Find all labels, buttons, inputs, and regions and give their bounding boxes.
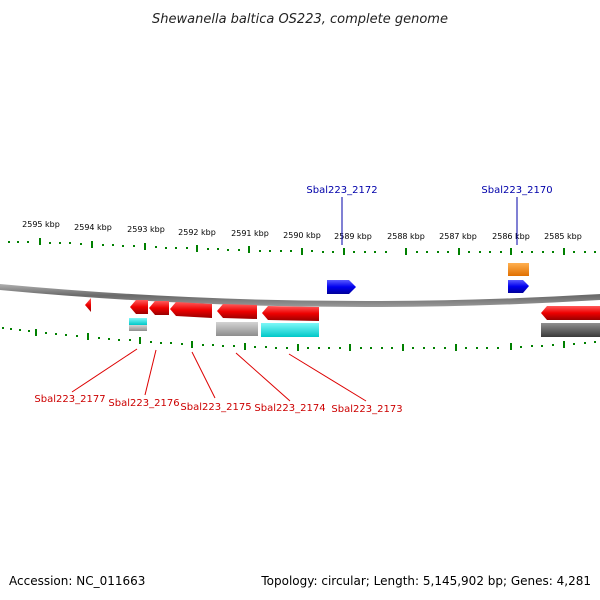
- leader-line: [235, 352, 291, 402]
- gene-label-sbal223-2170[interactable]: Sbal223_2170: [481, 185, 552, 196]
- feature-grey-block[interactable]: [216, 322, 258, 336]
- feature-orange[interactable]: [508, 263, 529, 276]
- kbp-label: 2593 kbp: [127, 225, 165, 234]
- kbp-label: 2595 kbp: [22, 220, 60, 229]
- kbp-label: 2594 kbp: [74, 223, 112, 232]
- leader-line: [191, 351, 216, 399]
- leader-line: [288, 353, 367, 402]
- gene-sbal223-2176[interactable]: [149, 301, 169, 315]
- gene-small-reverse[interactable]: [85, 298, 91, 312]
- kbp-label: 2590 kbp: [283, 231, 321, 240]
- accession-text: Accession: NC_011663: [9, 574, 146, 588]
- kbp-label: 2585 kbp: [544, 232, 582, 241]
- gene-sbal223-2177[interactable]: [130, 300, 148, 314]
- gene-sbal223-2173[interactable]: [262, 306, 319, 321]
- feature-cyan-block[interactable]: [261, 323, 319, 337]
- gene-sbal223-2172[interactable]: [327, 280, 356, 294]
- feature-grey-small[interactable]: [129, 325, 147, 331]
- gene-label-sbal223-2176[interactable]: Sbal223_2176: [108, 398, 179, 409]
- gene-label-sbal223-2175[interactable]: Sbal223_2175: [180, 402, 251, 413]
- kbp-label: 2588 kbp: [387, 232, 425, 241]
- feature-dark-block[interactable]: [541, 323, 600, 337]
- map-title: Shewanella baltica OS223, complete genom…: [152, 12, 448, 27]
- gene-label-sbal223-2172[interactable]: Sbal223_2172: [306, 185, 377, 196]
- gene-sbal223-2174[interactable]: [217, 304, 257, 319]
- kbp-tick-labels: 2595 kbp 2594 kbp 2593 kbp 2592 kbp 2591…: [22, 220, 582, 241]
- upper-tick-track: [8, 238, 596, 255]
- leader-line: [144, 349, 157, 396]
- feature-cyan-small[interactable]: [129, 318, 147, 325]
- gene-sbal223-2175[interactable]: [170, 302, 212, 318]
- lower-tick-track: [2, 327, 596, 351]
- gene-label-sbal223-2177[interactable]: Sbal223_2177: [34, 394, 105, 405]
- gene-label-sbal223-2173[interactable]: Sbal223_2173: [331, 404, 402, 415]
- kbp-label: 2587 kbp: [439, 232, 477, 241]
- kbp-label: 2591 kbp: [231, 229, 269, 238]
- kbp-label: 2589 kbp: [334, 232, 372, 241]
- gene-sbal223-2170[interactable]: [508, 280, 529, 293]
- kbp-label: 2586 kbp: [492, 232, 530, 241]
- bottom-leader-lines: [71, 348, 367, 402]
- genome-backbone: [0, 284, 600, 308]
- gene-reverse-right[interactable]: [541, 306, 600, 320]
- leader-line: [71, 348, 138, 393]
- topology-text: Topology: circular; Length: 5,145,902 bp…: [261, 574, 591, 588]
- gene-label-sbal223-2174[interactable]: Sbal223_2174: [254, 403, 325, 414]
- kbp-label: 2592 kbp: [178, 228, 216, 237]
